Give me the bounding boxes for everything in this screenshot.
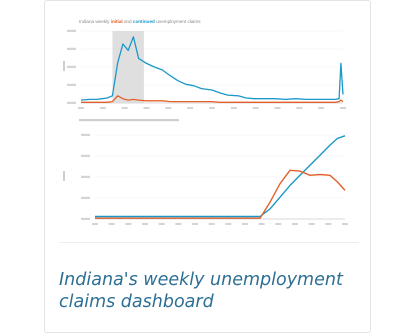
x-tick-label (325, 223, 332, 225)
x-tick-label (143, 107, 150, 109)
series-line-0 (95, 135, 346, 218)
recession-shade (112, 31, 144, 103)
card-title-link[interactable]: Indiana's weekly unemployment claims das… (59, 269, 359, 313)
x-tick-label (158, 223, 165, 225)
x-tick-label (274, 107, 281, 109)
y-tick-label (67, 65, 76, 68)
x-tick-label (225, 223, 232, 225)
chart-thumbnail[interactable]: Indiana weekly initial and continued une… (59, 11, 359, 241)
y-tick-label (81, 217, 90, 220)
x-tick-label (108, 223, 115, 225)
x-tick-label (187, 107, 194, 109)
x-tick-label (252, 107, 259, 109)
top-chart-title: Indiana weekly initial and continued une… (79, 19, 201, 24)
card-divider (59, 242, 359, 243)
x-tick-label (242, 223, 248, 225)
x-tick-label (142, 223, 148, 225)
y-tick-label (81, 154, 90, 157)
x-tick-label (92, 223, 98, 225)
x-tick-label (78, 107, 84, 109)
y-axis-title (63, 61, 65, 71)
x-tick-label (275, 223, 282, 225)
bottom-chart (63, 119, 348, 225)
y-tick-label (67, 29, 76, 32)
y-tick-label (67, 47, 76, 50)
card-title-line1: Indiana's weekly unemployment (59, 270, 343, 290)
y-tick-label (67, 101, 76, 104)
x-tick-label (230, 107, 237, 109)
x-tick-label (99, 107, 106, 109)
x-tick-label (165, 107, 172, 109)
x-tick-label (308, 223, 315, 225)
y-tick-label (81, 133, 90, 136)
y-tick-label (67, 83, 76, 86)
x-tick-label (208, 223, 215, 225)
y-axis-title (63, 171, 65, 181)
top-chart (63, 29, 346, 109)
x-tick-label (175, 223, 182, 225)
y-tick-label (81, 175, 90, 178)
series-line-0 (80, 36, 344, 101)
x-tick-label (296, 107, 303, 109)
x-tick-label (121, 107, 128, 109)
x-tick-label (292, 223, 298, 225)
title-continued-word: continued (133, 19, 155, 24)
card-title-line2: claims dashboard (59, 292, 214, 312)
series-line-1 (81, 95, 344, 103)
x-tick-label (318, 107, 325, 109)
x-tick-label (209, 107, 215, 109)
charts-svg: Indiana weekly initial and continued une… (63, 19, 348, 225)
x-tick-label (192, 223, 198, 225)
bottom-chart-subtitle (79, 119, 179, 122)
dashboard-card[interactable]: Indiana weekly initial and continued une… (44, 0, 371, 333)
title-initial-word: initial (111, 19, 123, 24)
x-tick-label (340, 107, 346, 109)
y-tick-label (81, 196, 90, 199)
x-tick-label (342, 223, 348, 225)
x-tick-label (125, 223, 132, 225)
series-line-1 (95, 169, 346, 219)
x-tick-label (258, 223, 265, 225)
